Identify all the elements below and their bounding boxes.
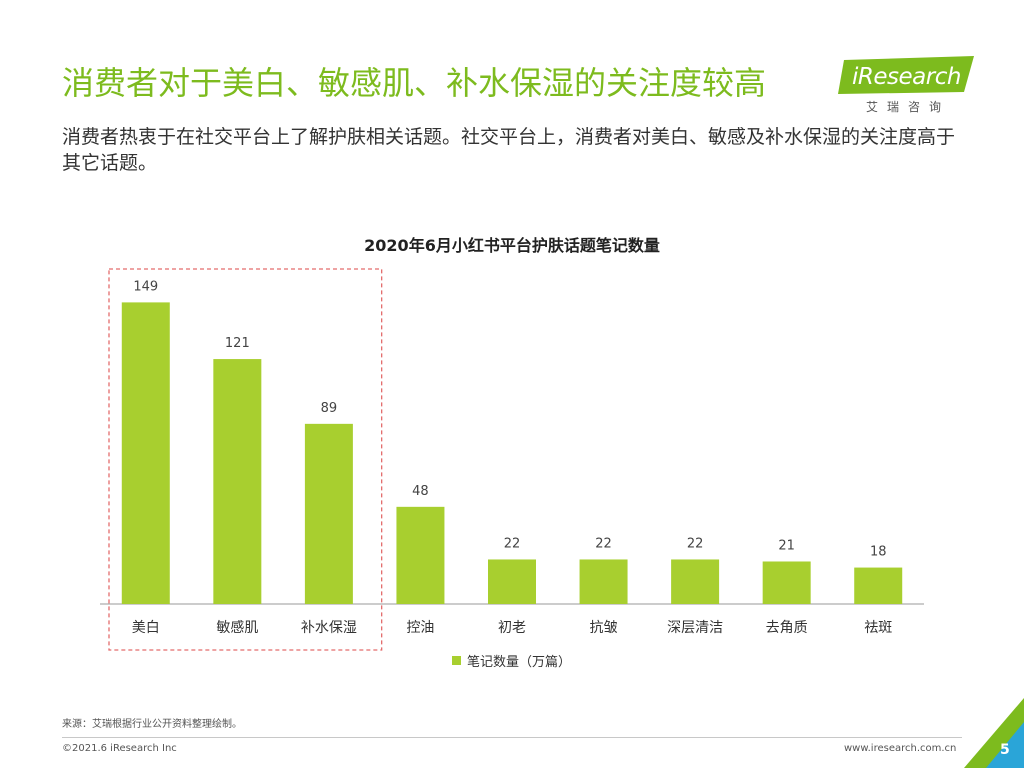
logo-subtitle: 艾瑞咨询 xyxy=(866,100,951,114)
bar-祛斑 xyxy=(854,567,903,604)
x-tick-label: 敏感肌 xyxy=(216,619,258,636)
legend-label: 笔记数量（万篇） xyxy=(467,655,572,670)
data-label: 22 xyxy=(595,536,612,551)
bar-去角质 xyxy=(762,561,811,604)
logo-name: iResearch xyxy=(852,64,961,90)
bar-抗皱 xyxy=(579,559,628,604)
data-label: 22 xyxy=(504,536,521,551)
x-tick-label: 控油 xyxy=(406,620,434,636)
data-label: 21 xyxy=(778,538,795,553)
page-number: 5 xyxy=(1000,742,1010,758)
data-label: 18 xyxy=(870,545,887,560)
highlight-box xyxy=(108,268,383,651)
chart-legend: 笔记数量（万篇） xyxy=(452,651,571,670)
data-label: 22 xyxy=(687,536,704,551)
bar-初老 xyxy=(488,559,536,604)
corner-blue-triangle xyxy=(986,722,1024,768)
data-label: 48 xyxy=(412,484,429,499)
x-tick-label: 深层清洁 xyxy=(667,620,723,636)
page-subtitle: 消费者热衷于在社交平台上了解护肤相关话题。社交平台上，消费者对美白、敏感及补水保… xyxy=(62,126,956,174)
x-tick-label: 去角质 xyxy=(766,620,808,636)
bar-深层清洁 xyxy=(671,559,720,604)
page-title: 消费者对于美白、敏感肌、补水保湿的关注度较高 xyxy=(62,64,767,102)
footer-divider xyxy=(62,737,962,738)
bar-美白 xyxy=(121,302,170,604)
bar-敏感肌 xyxy=(213,359,262,604)
bar-控油 xyxy=(396,506,445,604)
x-tick-label: 初老 xyxy=(498,619,526,636)
data-label: 121 xyxy=(225,336,250,351)
website-link[interactable]: www.iresearch.com.cn xyxy=(844,743,957,754)
legend-swatch xyxy=(452,656,461,665)
chart-title: 2020年6月小红书平台护肤话题笔记数量 xyxy=(364,236,660,255)
logo-banner-icon xyxy=(838,56,974,94)
data-label: 149 xyxy=(133,279,158,294)
x-tick-label: 祛斑 xyxy=(864,620,892,636)
copyright: ©2021.6 iResearch Inc xyxy=(62,743,177,754)
x-tick-label: 美白 xyxy=(132,620,160,636)
data-label: 89 xyxy=(321,401,338,416)
source-note: 来源：艾瑞根据行业公开资料整理绘制。 xyxy=(62,719,242,730)
x-tick-label: 补水保湿 xyxy=(301,620,357,636)
bar-补水保湿 xyxy=(304,423,353,604)
iresearch-logo: iResearch 艾瑞咨询 xyxy=(838,56,978,116)
x-tick-label: 抗皱 xyxy=(590,620,618,636)
